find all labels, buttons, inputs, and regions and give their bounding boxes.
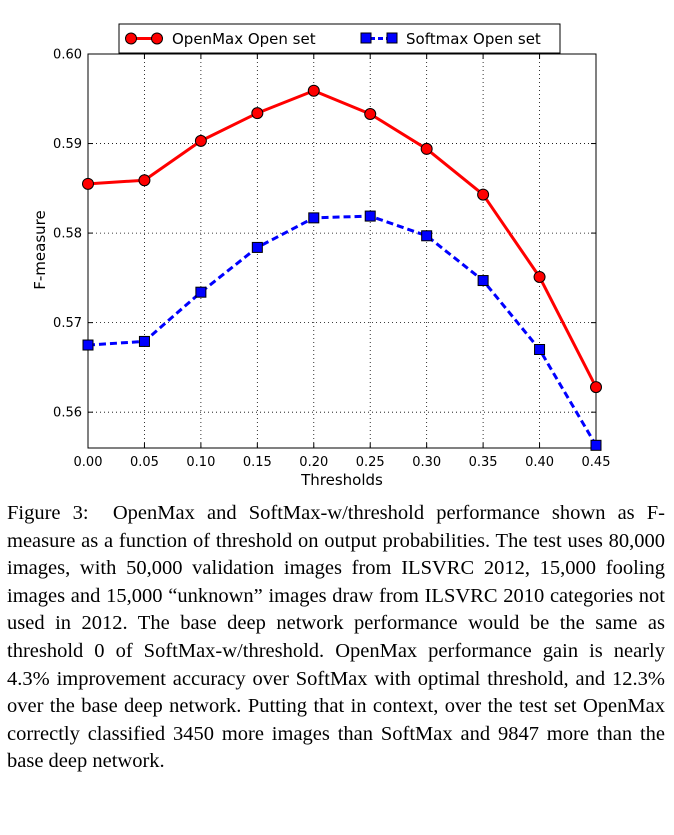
figure-caption: Figure 3: OpenMax and SoftMax-w/threshol… [7,500,665,776]
data-point-circle [420,142,433,155]
series-line-0 [87,89,598,388]
legend-marker-softmax [386,32,398,44]
caption-text: OpenMax and SoftMax-w/threshold performa… [7,502,666,773]
data-point-square [308,212,320,224]
x-tick-label: 0.40 [525,455,554,470]
legend-label-softmax: Softmax Open set [406,30,541,48]
y-tick-label: 0.58 [53,227,82,242]
data-point-circle [590,381,602,394]
legend-marker-openmax [151,32,163,45]
data-point-circle [138,174,151,187]
line-chart: 0.00 0.05 0.10 0.15 0.20 0.25 0.30 0.35 0.40 0.45… [31,23,610,489]
x-tick-label: 0.10 [186,455,215,470]
data-point-square [195,286,207,298]
data-point-circle [307,84,320,97]
y-tick-label: 0.56 [53,406,82,421]
legend-label-openmax: OpenMax Open set [172,30,316,48]
data-point-square [590,439,602,451]
legend-marker-openmax [125,32,137,45]
data-point-circle [364,107,377,120]
x-tick-label: 0.30 [412,455,441,470]
data-point-square [421,230,433,242]
legend-box [118,23,561,54]
series-layer [82,84,602,451]
x-tick-label: 0.15 [243,455,272,470]
data-point-circle [194,134,207,147]
y-tick-label: 0.57 [53,316,82,331]
x-tick-label: 0.35 [469,455,498,470]
plot-frame [87,53,597,449]
data-point-circle [477,188,490,201]
data-point-square [534,344,546,355]
axis-ticks: 0.00 0.05 0.10 0.15 0.20 0.25 0.30 0.35 0.40 0.45… [53,48,610,471]
legend: OpenMax Open set Softmax Open set [118,23,561,54]
x-tick-label: 0.05 [130,455,159,470]
data-point-square [138,335,150,347]
series-line-1 [87,214,598,447]
data-point-square [251,241,263,253]
data-point-square [477,275,489,287]
caption-label: Figure 3: [7,502,89,524]
data-point-circle [251,107,264,120]
x-tick-label: 0.00 [74,455,103,470]
data-point-circle [533,270,546,283]
legend-marker-softmax [360,32,372,44]
y-axis-title: F-measure [31,210,49,289]
x-axis-title: Thresholds [300,471,383,489]
y-tick-label: 0.59 [53,137,82,152]
x-tick-label: 0.20 [299,455,328,470]
data-point-square [82,339,94,351]
data-point-square [364,210,376,222]
x-tick-label: 0.45 [582,455,611,470]
x-tick-label: 0.25 [356,455,385,470]
grid-lines [88,54,596,448]
data-point-circle [82,177,94,190]
y-tick-label: 0.60 [53,48,82,63]
